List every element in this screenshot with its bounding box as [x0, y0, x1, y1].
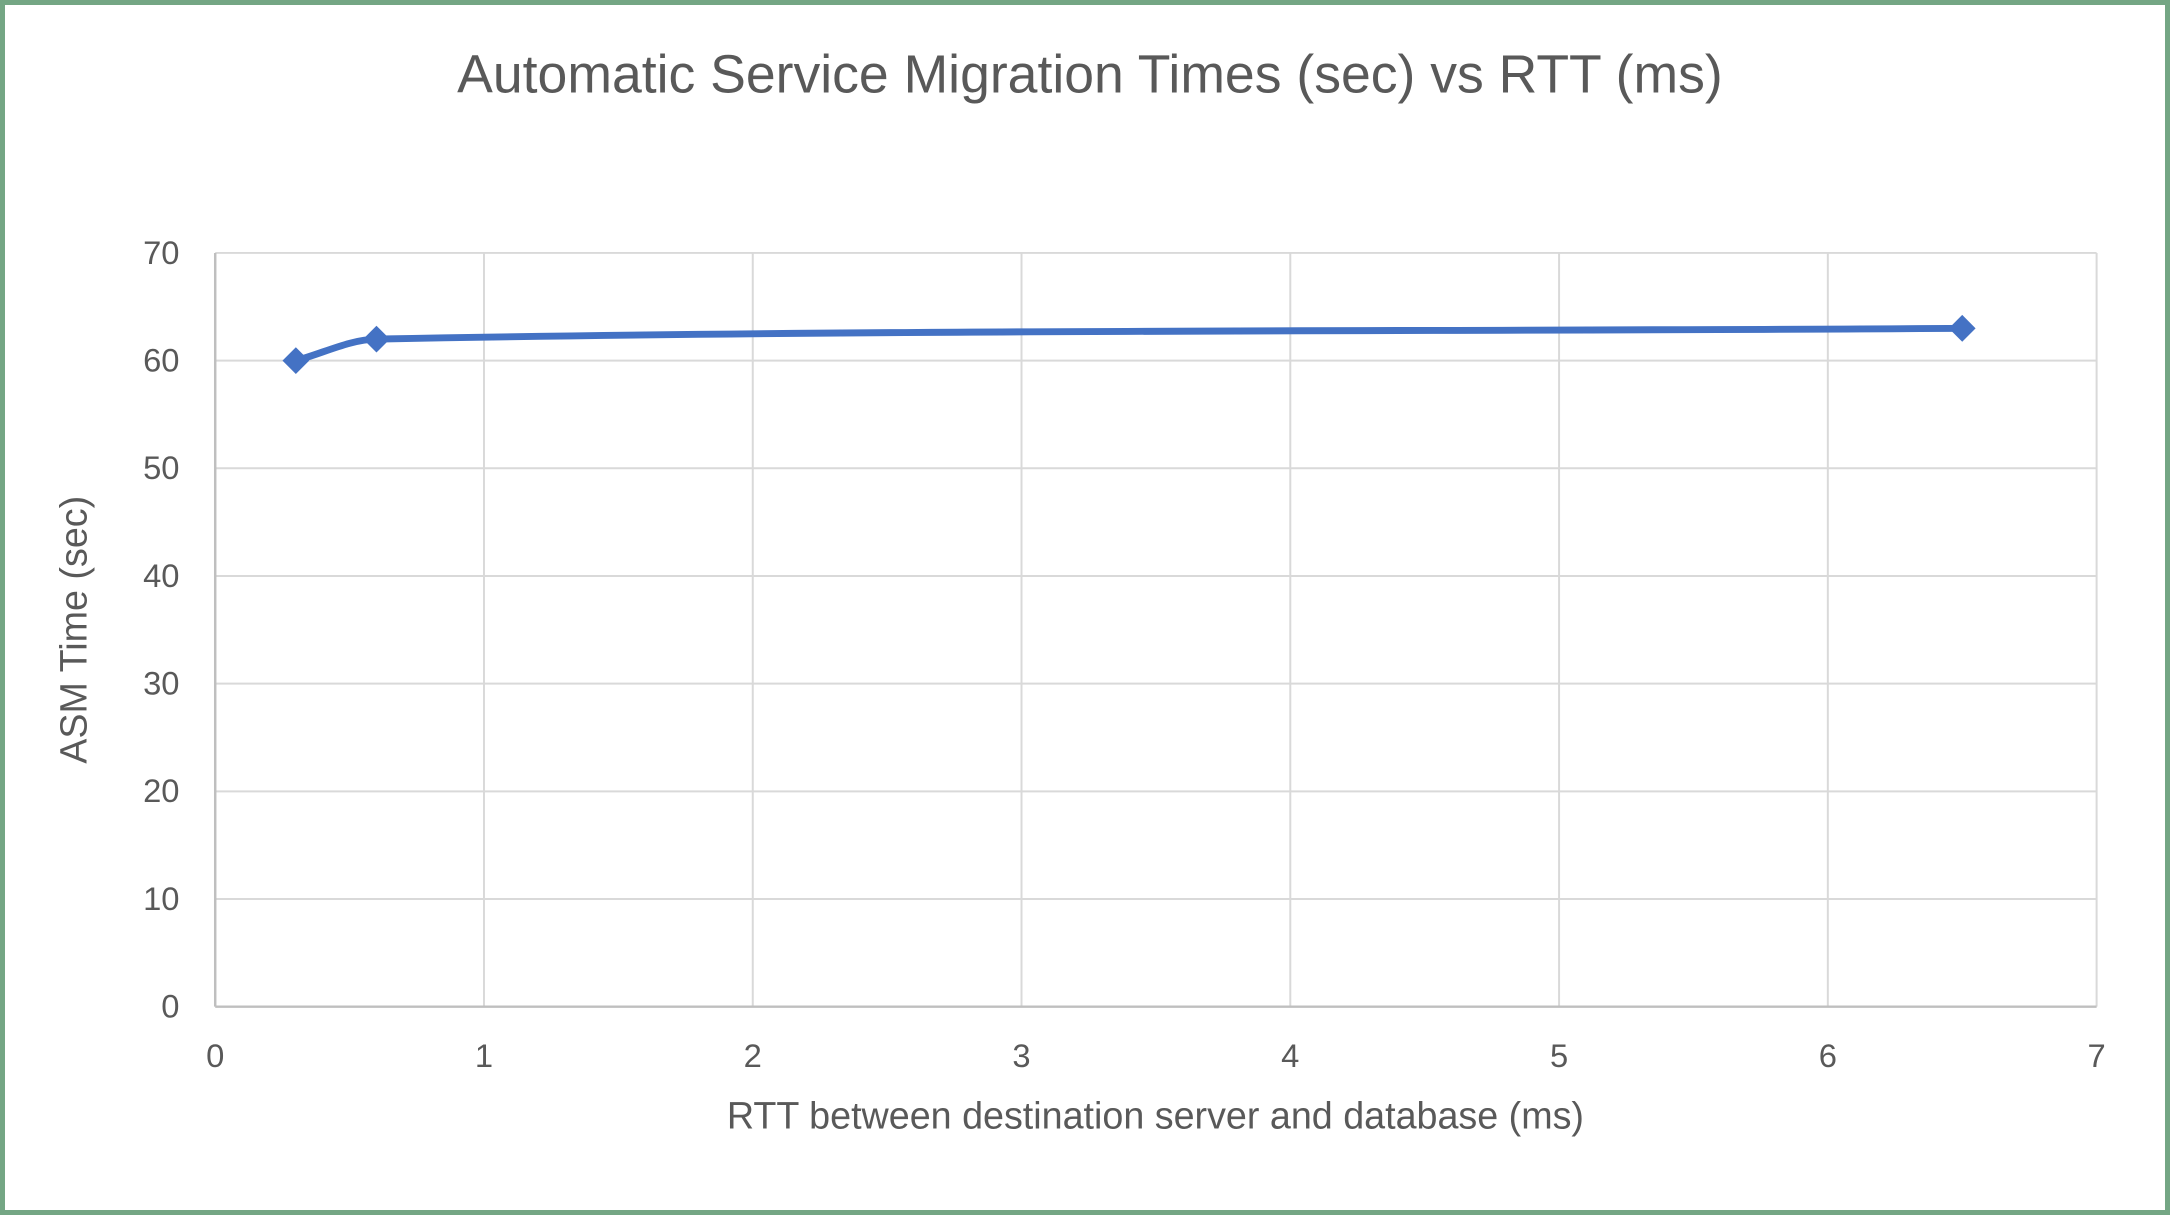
x-tick-label: 4 [1281, 1037, 1299, 1074]
x-tick-label: 0 [206, 1037, 224, 1074]
data-point-marker [1948, 314, 1976, 342]
data-point-marker [363, 325, 390, 353]
y-tick-label: 30 [143, 665, 179, 702]
series-line [292, 324, 1966, 365]
x-tick-label: 6 [1819, 1037, 1837, 1074]
x-tick-label: 2 [744, 1037, 762, 1074]
axes-layer [213, 252, 2097, 1008]
y-tick-label: 10 [143, 880, 179, 917]
gridlines-layer [215, 251, 2098, 1007]
x-tick-label: 7 [2088, 1037, 2106, 1074]
data-point-marker [282, 347, 310, 375]
y-tick-label: 50 [143, 449, 179, 486]
x-axis-title: RTT between destination server and datab… [727, 1095, 1584, 1137]
y-tick-label: 70 [143, 234, 179, 271]
y-tick-label: 40 [143, 557, 179, 594]
x-tick-label: 3 [1012, 1037, 1030, 1074]
x-tick-label: 1 [475, 1037, 493, 1074]
tick-labels-layer: 0 10 20 30 40 50 60 70 0 1 2 3 4 5 6 7 [143, 234, 2106, 1074]
y-axis-title: ASM Time (sec) [52, 496, 94, 764]
x-tick-label: 5 [1550, 1037, 1568, 1074]
chart-title: Automatic Service Migration Times (sec) … [457, 45, 1723, 104]
y-tick-label: 60 [143, 342, 179, 379]
line-chart: 0 10 20 30 40 50 60 70 0 1 2 3 4 5 6 7 Automatic Servic… [52, 45, 2106, 1137]
data-series-layer [282, 314, 1976, 375]
y-tick-label: 20 [143, 772, 179, 809]
y-tick-label: 0 [161, 988, 179, 1025]
